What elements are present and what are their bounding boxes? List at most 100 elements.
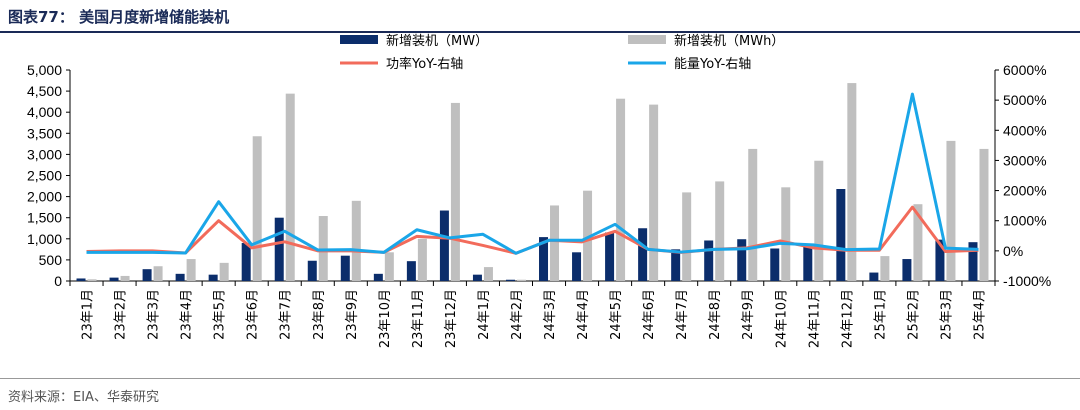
left-tick-label: 5,000 [27, 62, 62, 78]
left-tick-label: 4,000 [27, 104, 62, 120]
category-label: 24年9月 [741, 289, 756, 340]
category-label: 24年1月 [477, 289, 492, 340]
bar-mwh [483, 267, 493, 281]
bar-mwh [616, 98, 626, 281]
bar-mw [142, 269, 152, 281]
line-energy-yoy [86, 92, 979, 255]
category-label: 23年12月 [444, 289, 459, 348]
category-label: 23年8月 [312, 289, 327, 340]
right-tick-label: 5000% [1003, 92, 1047, 108]
category-label: 24年3月 [543, 289, 558, 340]
legend-swatch [628, 35, 666, 44]
bar-mw [704, 240, 714, 281]
category-label: 23年4月 [180, 289, 195, 340]
bar-mw [803, 245, 813, 281]
left-tick-label: 1,500 [27, 210, 62, 226]
bar-mwh [649, 104, 659, 281]
bar-mw [605, 232, 615, 281]
left-tick-label: 3,500 [27, 125, 62, 141]
bar-mwh [781, 187, 791, 281]
right-tick-label: 1000% [1003, 213, 1047, 229]
bar-mw [406, 261, 416, 281]
right-tick-label: 4000% [1003, 122, 1047, 138]
bar-mw [373, 273, 383, 281]
legend-label: 功率YoY-右轴 [386, 56, 463, 72]
bar-mw [836, 189, 846, 281]
category-label: 23年5月 [213, 289, 228, 340]
right-tick-label: 2000% [1003, 183, 1047, 199]
bar-mw [737, 239, 747, 281]
category-label: 24年10月 [774, 289, 789, 348]
bar-mwh [682, 192, 692, 281]
category-label: 24年11月 [807, 289, 822, 348]
figure-header: 图表77： 美国月度新增储能装机 [0, 0, 1080, 33]
left-tick-label: 0 [54, 273, 62, 289]
bar-mw [472, 274, 482, 281]
category-label: 24年5月 [609, 289, 624, 340]
bar-mw [869, 272, 879, 281]
bar-mw [505, 279, 515, 281]
bar-mwh [880, 256, 890, 281]
bar-mw [109, 277, 119, 281]
bar-mwh [120, 275, 130, 281]
category-label: 25年3月 [939, 289, 954, 340]
bar-mwh [219, 262, 229, 281]
left-tick-label: 2,500 [27, 168, 62, 184]
bar-mwh [153, 266, 163, 281]
category-label: 24年2月 [510, 289, 525, 340]
category-label: 23年10月 [378, 289, 393, 348]
bar-mwh [252, 136, 262, 281]
category-label: 24年8月 [708, 289, 723, 340]
right-tick-label: 3000% [1003, 152, 1047, 168]
legend-label: 能量YoY-右轴 [674, 57, 751, 72]
category-label: 24年12月 [840, 289, 855, 348]
bar-mwh [550, 205, 560, 281]
bar-mwh [417, 238, 427, 281]
right-tick-label: 0% [1003, 243, 1023, 259]
bar-mwh [351, 200, 361, 281]
bar-mw [439, 210, 449, 281]
bar-mwh [847, 83, 857, 281]
bar-mwh [583, 190, 593, 281]
bar-mwh [285, 93, 295, 281]
category-label: 24年4月 [576, 289, 591, 340]
bar-mwh [913, 204, 923, 281]
source-rule [0, 378, 1080, 379]
chart: 0 500 1,000 1,500 2,000 2,500 3,000 3,500 4,000 4… [27, 33, 1051, 348]
bar-mw [340, 255, 350, 281]
bar-mwh [516, 279, 526, 281]
bar-mw [274, 217, 284, 281]
category-label: 23年6月 [246, 289, 261, 340]
left-tick-label: 2,000 [27, 189, 62, 205]
bar-mwh [715, 181, 725, 281]
source-note: 资料来源：EIA、华泰研究 [8, 390, 159, 405]
bar-mwh [946, 140, 956, 281]
title-rule [0, 31, 1080, 33]
category-label: 23年11月 [411, 289, 426, 348]
bar-mwh [186, 259, 196, 281]
category-label: 23年1月 [81, 289, 96, 340]
left-tick-label: 500 [39, 252, 63, 268]
category-label: 23年9月 [345, 289, 360, 340]
bar-mwh [814, 160, 824, 281]
right-tick-label: 6000% [1003, 62, 1047, 78]
left-tick-label: 3,000 [27, 146, 62, 162]
bar-mw [241, 243, 251, 281]
figure-title: 图表77： 美国月度新增储能装机 [8, 8, 230, 26]
left-tick-label: 4,500 [27, 83, 62, 99]
bar-mw [671, 249, 681, 281]
bar-mw [307, 260, 317, 281]
bar-mwh [87, 279, 97, 281]
bar-mw [208, 274, 218, 281]
bar-mw [175, 273, 185, 281]
category-label: 25年1月 [873, 289, 888, 340]
left-tick-label: 1,000 [27, 231, 62, 247]
bar-mwh [384, 252, 394, 281]
legend-label: 新增装机（MWh） [674, 33, 784, 49]
bar-mwh [748, 148, 758, 281]
bar-mw [572, 252, 582, 281]
category-label: 25年2月 [906, 289, 921, 340]
bar-mwh [450, 102, 460, 281]
category-label: 23年7月 [279, 289, 294, 340]
bar-mw [539, 237, 549, 281]
